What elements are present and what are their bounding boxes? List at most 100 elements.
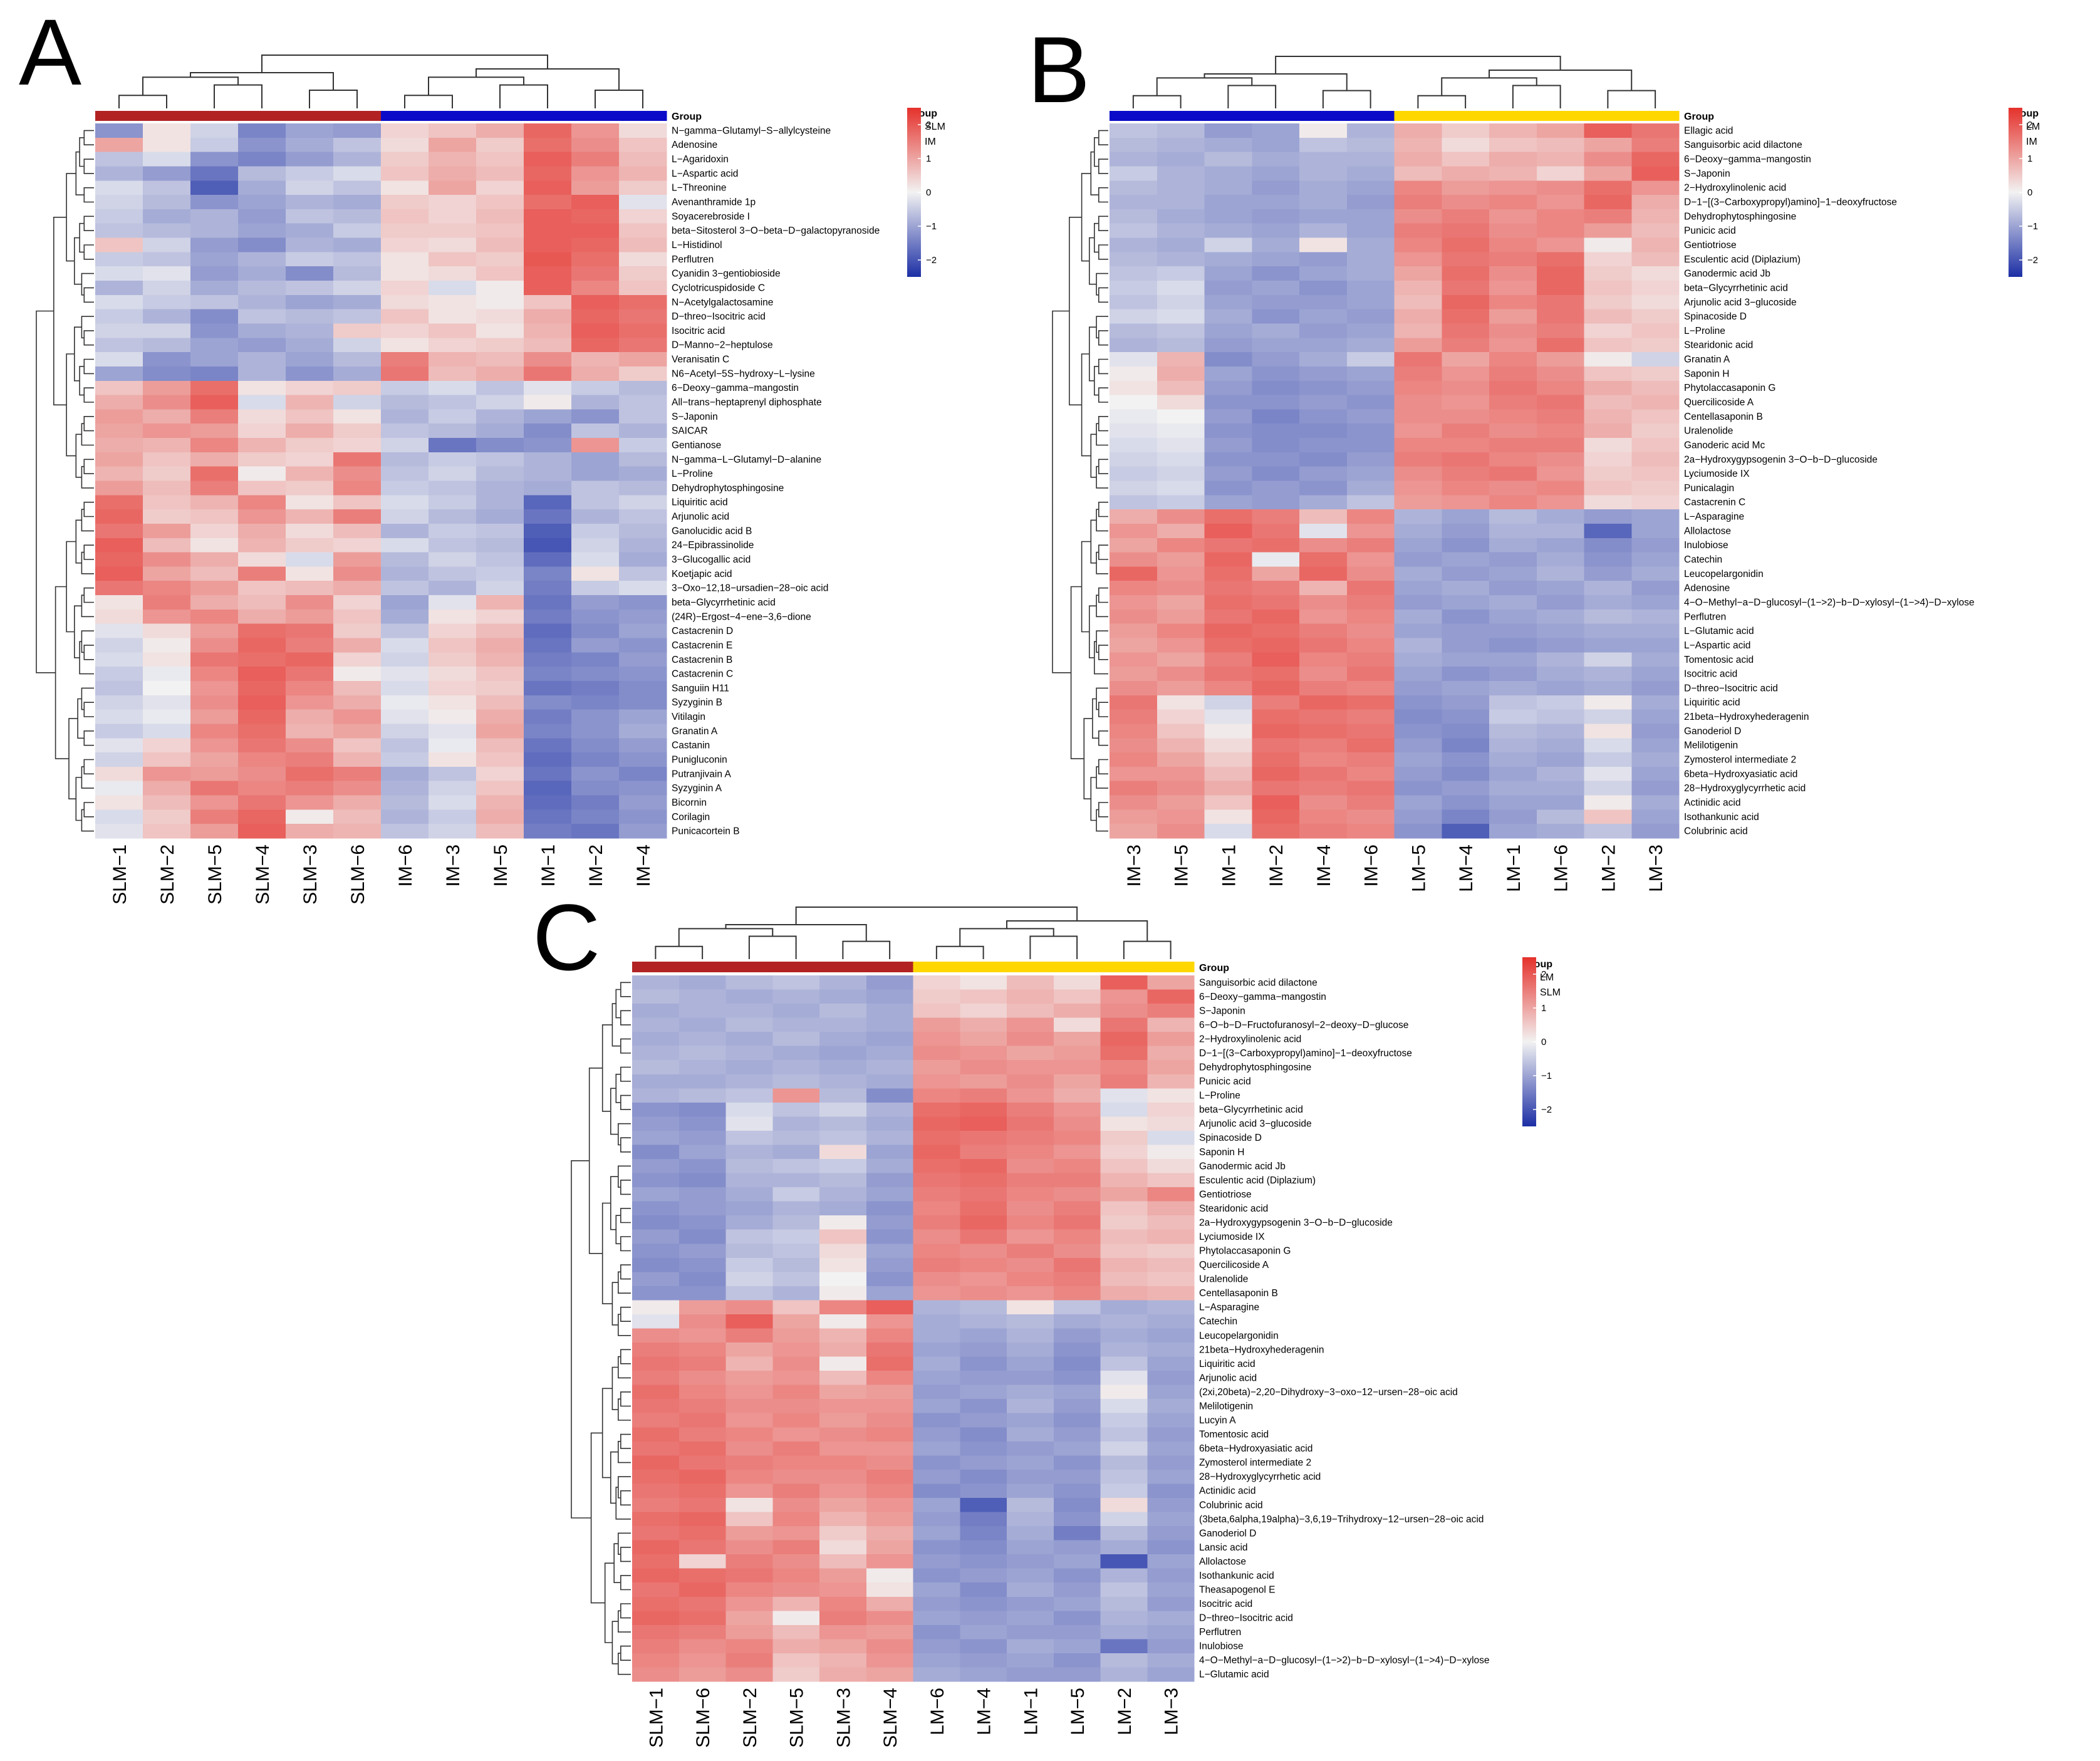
row-label: Quercilicoside A xyxy=(1684,397,1754,408)
heatmap-cell xyxy=(1394,724,1442,739)
heatmap-cell xyxy=(333,695,382,710)
heatmap-cell xyxy=(476,538,524,553)
heatmap-cell xyxy=(1147,1244,1195,1259)
heatmap-cell xyxy=(1053,1145,1101,1160)
heatmap-cell xyxy=(1053,1272,1101,1287)
heatmap-cell xyxy=(960,1596,1007,1611)
column-label: IM−5 xyxy=(491,844,511,887)
heatmap-cell xyxy=(1631,623,1680,639)
heatmap-cell xyxy=(524,195,572,210)
heatmap-cell xyxy=(866,1554,914,1569)
row-label: 3−Glucogallic acid xyxy=(672,554,751,565)
heatmap-cell xyxy=(238,638,286,653)
row-label: 3−Oxo−12,18−ursadien−28−oic acid xyxy=(672,583,828,594)
heatmap-cell xyxy=(913,1371,960,1386)
heatmap-cell xyxy=(1346,309,1395,325)
heatmap-cell xyxy=(866,1639,914,1654)
heatmap-cell xyxy=(1536,581,1585,596)
heatmap-cell xyxy=(632,1371,680,1386)
heatmap-cell xyxy=(1100,1455,1148,1470)
heatmap-cell xyxy=(1536,595,1585,610)
heatmap-cell xyxy=(143,409,191,424)
heatmap-cell xyxy=(333,423,382,439)
row-label: Veranisatin C xyxy=(672,355,729,365)
heatmap-cell xyxy=(571,481,620,496)
heatmap-cell xyxy=(866,1469,914,1485)
heatmap-cell xyxy=(619,795,667,810)
heatmap-cell xyxy=(524,294,572,310)
heatmap-cell xyxy=(678,1568,727,1583)
heatmap-cell xyxy=(1489,266,1537,281)
row-label: N−gamma−Glutamyl−S−allylcysteine xyxy=(672,125,831,136)
heatmap-cell xyxy=(1007,1526,1054,1541)
heatmap-cell xyxy=(772,1624,820,1639)
heatmap-cell xyxy=(1536,481,1585,496)
heatmap-cell xyxy=(772,1413,820,1428)
row-label: Arjunolic acid xyxy=(1199,1373,1257,1383)
heatmap-cell xyxy=(1584,795,1632,810)
heatmap-cell xyxy=(143,395,191,410)
row-label: Cyanidin 3−gentiobioside xyxy=(672,269,781,279)
heatmap-cell xyxy=(381,223,429,239)
heatmap-cell xyxy=(1631,209,1680,224)
heatmap-cell xyxy=(1394,395,1442,410)
heatmap-cell xyxy=(1442,795,1490,810)
heatmap-cell xyxy=(1204,652,1252,667)
row-label: Inulobiose xyxy=(1684,540,1728,551)
heatmap-cell xyxy=(1442,809,1490,824)
heatmap-cell xyxy=(1584,552,1632,568)
heatmap-cell xyxy=(1631,595,1680,610)
heatmap-cell xyxy=(619,380,667,396)
heatmap-cell xyxy=(1147,1568,1195,1583)
heatmap-cell xyxy=(632,989,680,1004)
heatmap-cell xyxy=(1631,581,1680,596)
group-bar-cell xyxy=(286,111,334,121)
heatmap-cell xyxy=(286,152,334,167)
heatmap-cell xyxy=(1252,252,1300,267)
heatmap-cell xyxy=(143,237,191,252)
heatmap-cell xyxy=(190,623,239,639)
heatmap-cell xyxy=(866,1540,914,1555)
heatmap-cell xyxy=(619,409,667,424)
heatmap-cell xyxy=(143,252,191,267)
heatmap-cell xyxy=(1110,781,1158,796)
heatmap-cell xyxy=(819,1540,867,1555)
heatmap-cell xyxy=(1346,237,1395,252)
heatmap-cell xyxy=(913,1469,960,1485)
heatmap-cell xyxy=(1442,209,1490,224)
heatmap-cell xyxy=(286,552,334,568)
row-label: Soyacerebroside I xyxy=(672,211,750,222)
row-label: Castacrenin C xyxy=(672,669,733,680)
heatmap-cell xyxy=(819,1441,867,1456)
heatmap-cell xyxy=(1204,452,1252,467)
heatmap-cell xyxy=(286,423,334,439)
heatmap-cell xyxy=(143,667,191,682)
heatmap-cell xyxy=(960,1074,1007,1089)
heatmap-cell xyxy=(1442,667,1490,682)
heatmap-cell xyxy=(333,538,382,553)
heatmap-cell xyxy=(381,409,429,424)
heatmap-cell xyxy=(772,1004,820,1019)
row-label: 2−Hydroxylinolenic acid xyxy=(1199,1034,1301,1044)
heatmap-cell xyxy=(678,989,727,1004)
heatmap-cell xyxy=(1053,1497,1101,1513)
column-label: SLM−6 xyxy=(348,844,368,905)
heatmap-cell xyxy=(1157,680,1205,696)
heatmap-cell xyxy=(571,609,620,625)
column-label: LM−3 xyxy=(1646,844,1666,892)
heatmap-cell xyxy=(143,752,191,767)
heatmap-cell xyxy=(960,1004,1007,1019)
heatmap-cell xyxy=(1007,1215,1054,1230)
heatmap-cell xyxy=(619,123,667,138)
heatmap-cell xyxy=(913,1413,960,1428)
heatmap-cell xyxy=(1147,1611,1195,1626)
heatmap-cell xyxy=(1442,595,1490,610)
heatmap-cell xyxy=(913,1356,960,1371)
heatmap-cell xyxy=(143,552,191,568)
heatmap-cell xyxy=(678,1187,727,1202)
heatmap-cell xyxy=(678,1145,727,1160)
heatmap-cell xyxy=(238,452,286,467)
heatmap-cell xyxy=(476,724,524,739)
heatmap-cell xyxy=(1346,752,1395,767)
